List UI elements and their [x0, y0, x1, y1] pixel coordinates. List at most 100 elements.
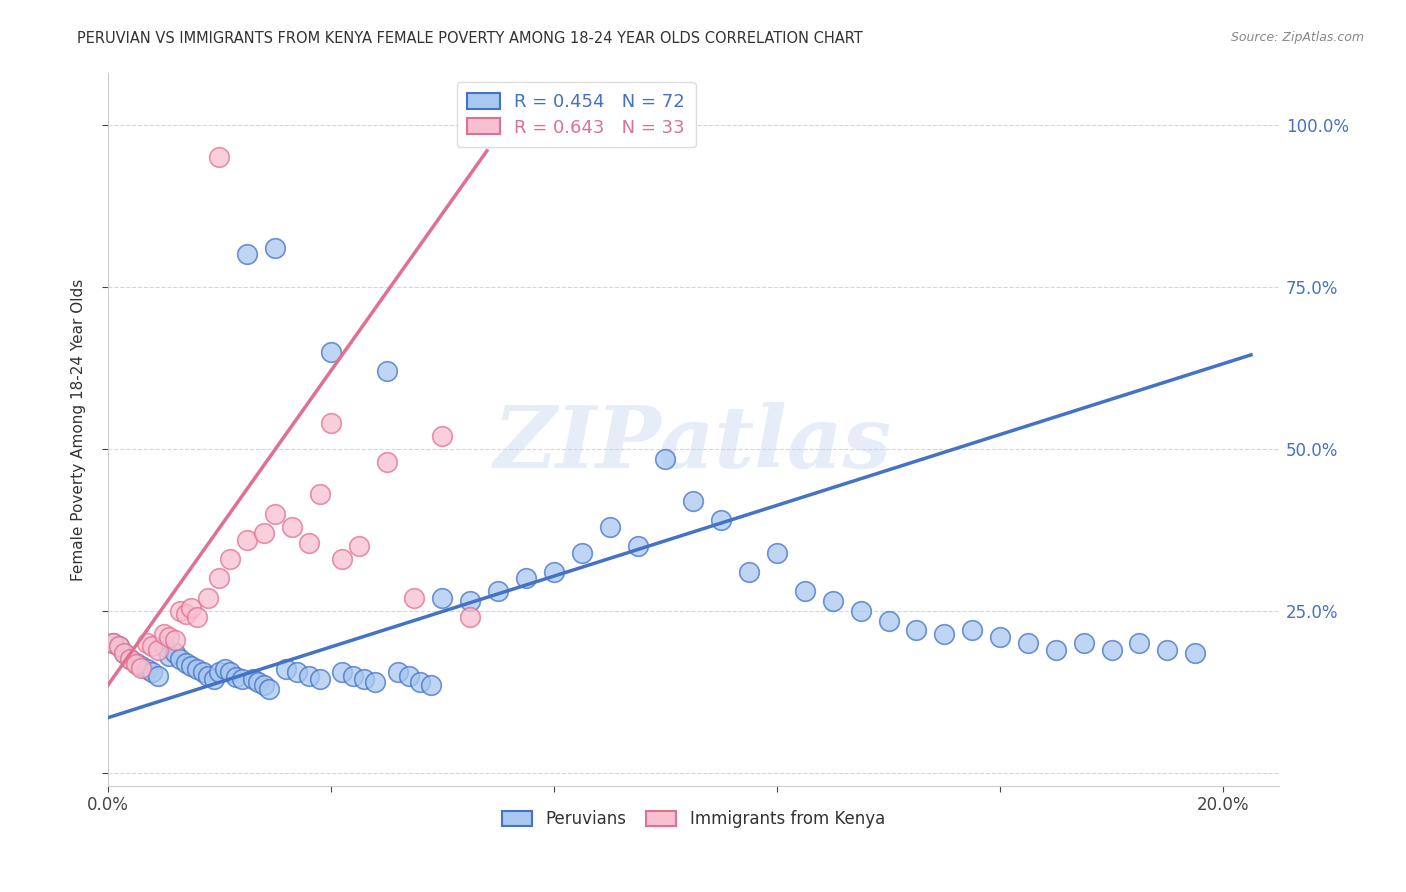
Point	[214, 662, 236, 676]
Point	[219, 665, 242, 680]
Point	[208, 571, 231, 585]
Point	[387, 665, 409, 680]
Point	[409, 675, 432, 690]
Point	[276, 662, 298, 676]
Point	[458, 594, 481, 608]
Point	[353, 672, 375, 686]
Point	[297, 536, 319, 550]
Point	[103, 636, 125, 650]
Point	[654, 451, 676, 466]
Point	[124, 657, 146, 671]
Point	[247, 675, 270, 690]
Point	[297, 668, 319, 682]
Point	[347, 539, 370, 553]
Point	[146, 642, 169, 657]
Point	[398, 668, 420, 682]
Point	[375, 364, 398, 378]
Text: ZIPatlas: ZIPatlas	[495, 402, 893, 485]
Point	[364, 675, 387, 690]
Point	[124, 656, 146, 670]
Point	[766, 545, 789, 559]
Point	[1017, 636, 1039, 650]
Point	[330, 552, 353, 566]
Point	[253, 678, 276, 692]
Point	[180, 659, 202, 673]
Point	[114, 646, 136, 660]
Point	[404, 591, 426, 605]
Point	[197, 668, 219, 682]
Point	[319, 344, 342, 359]
Point	[129, 661, 152, 675]
Point	[319, 416, 342, 430]
Point	[1045, 642, 1067, 657]
Point	[169, 652, 191, 666]
Point	[515, 571, 537, 585]
Point	[152, 640, 174, 654]
Point	[108, 640, 131, 654]
Point	[1128, 636, 1150, 650]
Point	[163, 646, 186, 660]
Point	[108, 640, 131, 654]
Point	[599, 519, 621, 533]
Point	[308, 487, 330, 501]
Point	[877, 614, 900, 628]
Text: Source: ZipAtlas.com: Source: ZipAtlas.com	[1230, 31, 1364, 45]
Point	[208, 150, 231, 164]
Point	[202, 672, 225, 686]
Point	[571, 545, 593, 559]
Point	[197, 591, 219, 605]
Point	[375, 455, 398, 469]
Point	[342, 668, 364, 682]
Point	[821, 594, 844, 608]
Point	[236, 533, 259, 547]
Point	[242, 672, 264, 686]
Point	[1184, 646, 1206, 660]
Point	[114, 646, 136, 660]
Point	[169, 604, 191, 618]
Point	[287, 665, 309, 680]
Point	[264, 241, 287, 255]
Point	[330, 665, 353, 680]
Point	[420, 678, 443, 692]
Point	[225, 670, 247, 684]
Point	[135, 636, 157, 650]
Point	[236, 247, 259, 261]
Point	[253, 526, 276, 541]
Point	[180, 600, 202, 615]
Text: PERUVIAN VS IMMIGRANTS FROM KENYA FEMALE POVERTY AMONG 18-24 YEAR OLDS CORRELATI: PERUVIAN VS IMMIGRANTS FROM KENYA FEMALE…	[77, 31, 863, 46]
Point	[738, 565, 761, 579]
Point	[120, 652, 142, 666]
Point	[191, 665, 214, 680]
Point	[174, 607, 197, 621]
Point	[710, 513, 733, 527]
Point	[1156, 642, 1178, 657]
Point	[103, 636, 125, 650]
Point	[259, 681, 281, 696]
Point	[152, 626, 174, 640]
Point	[849, 604, 872, 618]
Point	[120, 652, 142, 666]
Point	[1073, 636, 1095, 650]
Point	[135, 662, 157, 676]
Point	[934, 626, 956, 640]
Point	[905, 624, 928, 638]
Point	[129, 659, 152, 673]
Point	[141, 665, 163, 680]
Point	[432, 429, 454, 443]
Point	[682, 493, 704, 508]
Point	[308, 672, 330, 686]
Point	[208, 665, 231, 680]
Point	[157, 630, 180, 644]
Point	[146, 668, 169, 682]
Point	[231, 672, 253, 686]
Point	[157, 649, 180, 664]
Point	[264, 507, 287, 521]
Point	[186, 662, 208, 676]
Y-axis label: Female Poverty Among 18-24 Year Olds: Female Poverty Among 18-24 Year Olds	[72, 278, 86, 581]
Point	[141, 640, 163, 654]
Point	[960, 624, 983, 638]
Point	[219, 552, 242, 566]
Point	[174, 656, 197, 670]
Point	[486, 584, 509, 599]
Point	[626, 539, 648, 553]
